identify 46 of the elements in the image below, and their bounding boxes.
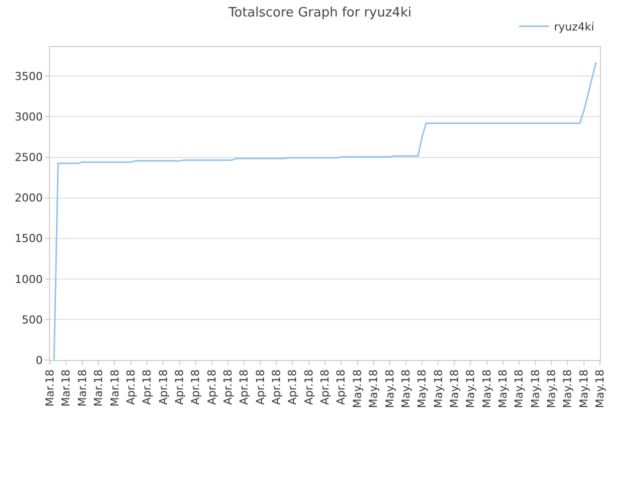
x-tick-label: May.18 — [350, 369, 364, 408]
x-tick-label: Apr.18 — [205, 369, 218, 405]
chart-title: Totalscore Graph for ryuz4ki — [228, 5, 412, 20]
x-tick-label: Apr.18 — [124, 369, 138, 405]
x-tick-label: May.18 — [480, 369, 494, 408]
x-tick-label: May.18 — [448, 369, 461, 408]
x-tick-label: May.18 — [577, 369, 590, 408]
x-tick-label: May.18 — [594, 369, 607, 408]
x-tick-label: May.18 — [416, 369, 429, 408]
y-tick-label: 2500 — [14, 151, 43, 164]
x-tick-label: May.18 — [496, 369, 510, 408]
x-tick-label: Mar.18 — [60, 369, 73, 407]
x-tick-label: Apr.18 — [270, 369, 284, 405]
x-tick-label: May.18 — [512, 369, 526, 408]
y-tick-label: 3500 — [14, 70, 43, 84]
legend-label: ryuz4ki — [554, 20, 594, 34]
x-tick-label: Apr.18 — [254, 369, 267, 405]
x-tick-label: May.18 — [399, 369, 412, 408]
x-tick-label: Apr.18 — [334, 369, 348, 405]
x-tick-label: Mar.18 — [108, 369, 122, 407]
x-tick-label: Apr.18 — [286, 369, 300, 405]
y-tick-label: 3000 — [14, 110, 43, 124]
y-tick-label: 500 — [22, 313, 43, 326]
y-tick-label: 2000 — [14, 192, 43, 205]
x-tick-label: Mar.18 — [92, 369, 106, 407]
x-tick-label: Mar.18 — [76, 369, 89, 407]
x-tick-label: May.18 — [367, 369, 380, 408]
y-tick-label: 0 — [36, 354, 43, 367]
x-tick-label: May.18 — [545, 369, 558, 408]
line-series — [53, 62, 597, 360]
x-tick-label: May.18 — [432, 369, 445, 408]
x-tick-label: May.18 — [561, 369, 574, 408]
x-tick-label: Apr.18 — [140, 369, 154, 405]
x-tick-label: Apr.18 — [172, 369, 186, 405]
x-tick-label: Apr.18 — [189, 369, 202, 405]
x-tick-label: Apr.18 — [318, 369, 332, 405]
x-tick-label: May.18 — [464, 369, 478, 408]
y-tick-label: 1500 — [14, 232, 43, 246]
x-tick-label: May.18 — [528, 369, 542, 408]
x-tick-label: Apr.18 — [238, 369, 251, 405]
x-tick-label: Apr.18 — [302, 369, 316, 405]
x-tick-label: Apr.18 — [222, 369, 235, 405]
x-tick-label: May.18 — [383, 369, 396, 408]
y-tick-label: 1000 — [14, 272, 43, 286]
x-tick-label: Mar.18 — [44, 369, 57, 407]
x-tick-label: Apr.18 — [156, 369, 170, 405]
